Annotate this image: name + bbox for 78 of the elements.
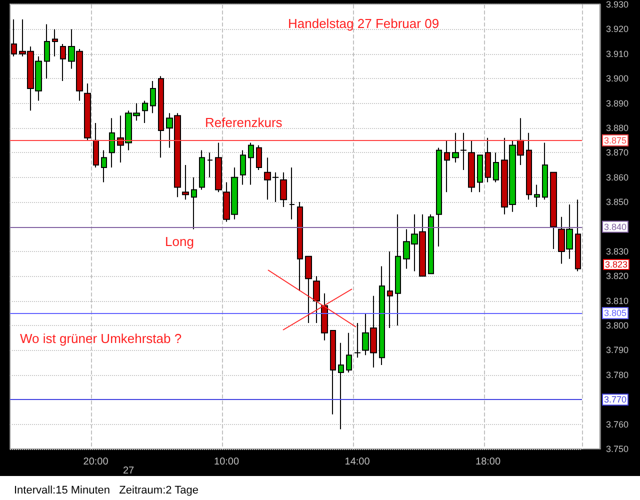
candlestick [215, 142, 222, 193]
candlestick [297, 202, 303, 292]
y-tick-label: 3.790 [606, 345, 629, 356]
y-tick-label: 3.780 [606, 370, 629, 380]
candlestick [207, 152, 213, 178]
candlestick [379, 266, 385, 366]
y-tick-label: 3.870 [606, 148, 629, 158]
x-tick-label: 18:00 [476, 456, 501, 468]
candlestick [84, 83, 91, 141]
candlestick [44, 24, 50, 80]
candlestick [182, 164, 189, 200]
candlestick [305, 256, 312, 324]
candlestick [550, 172, 557, 250]
candlestick [575, 199, 581, 272]
ref-line-label: 3.770 [604, 394, 627, 405]
y-tick-label: 3.820 [606, 271, 629, 282]
candlestick [321, 292, 328, 341]
candlestick [460, 132, 467, 170]
y-tick-label: 3.750 [606, 444, 629, 454]
candlestick [338, 342, 344, 430]
candlestick [387, 250, 393, 328]
candlestick [52, 28, 58, 57]
y-tick-label: 3.760 [606, 419, 629, 430]
text: 27 [123, 466, 135, 476]
x-tick-label: 20:00 [83, 456, 109, 468]
y-tick-label: 3.900 [606, 74, 629, 84]
y-tick-label: 3.850 [606, 197, 629, 208]
y-tick-label: 3.880 [606, 122, 629, 133]
y-tick-label: 3.890 [606, 98, 629, 108]
annotation: Wo ist grüner Umkehrstab ? [20, 331, 182, 346]
candlestick [109, 118, 115, 168]
candlestick [354, 322, 361, 358]
ref-line-label: 3.840 [604, 222, 627, 232]
candlestick [346, 332, 352, 373]
annotation: Long [165, 234, 194, 249]
candlestick [534, 184, 540, 208]
candlestick [493, 152, 499, 183]
candlestick [452, 132, 459, 164]
candlestick [542, 142, 548, 200]
ref-line-label: 3.805 [604, 308, 627, 318]
candlestick [248, 142, 254, 186]
candlestick [158, 76, 164, 158]
candlestick [444, 140, 450, 193]
x-tick-label: 10:00 [214, 456, 240, 468]
candlestick [256, 144, 262, 170]
candlestick [289, 166, 295, 220]
candlestick [11, 18, 17, 57]
candlestick [60, 44, 66, 82]
candlestick [330, 330, 336, 415]
candlestick [142, 100, 148, 124]
annotation: Referenzkurs [205, 115, 283, 130]
candlestick [395, 214, 401, 326]
candlestick [468, 140, 475, 193]
y-tick-label: 3.930 [606, 0, 629, 10]
candlestick [240, 150, 246, 186]
candlestick [313, 276, 320, 324]
candlestick [150, 80, 156, 114]
candlestick [101, 150, 107, 183]
candlestick [526, 132, 532, 200]
y-tick-label: 3.860 [606, 172, 629, 182]
text: Handelstag 27 Februar 09 [288, 16, 440, 31]
candlestick [485, 137, 491, 183]
text: 3.823 [605, 260, 628, 270]
y-tick-label: 3.910 [606, 48, 629, 59]
y-tick-label: 3.830 [606, 246, 629, 256]
candlestick [477, 154, 483, 193]
candlestick [428, 214, 434, 274]
x-tick-label: 14:00 [344, 456, 370, 468]
ref-line-label: 3.875 [604, 135, 627, 146]
candlestick [199, 150, 205, 190]
y-tick-label: 3.800 [606, 320, 629, 331]
candlestick [280, 172, 287, 208]
y-tick-label: 3.810 [606, 296, 629, 306]
y-tick-label: 3.920 [606, 24, 629, 34]
text: Intervall:15 Minuten Zeitraum:2 Tage [14, 484, 198, 496]
candlestick [93, 122, 99, 168]
candlestick [436, 147, 442, 248]
candlestick [191, 176, 197, 230]
